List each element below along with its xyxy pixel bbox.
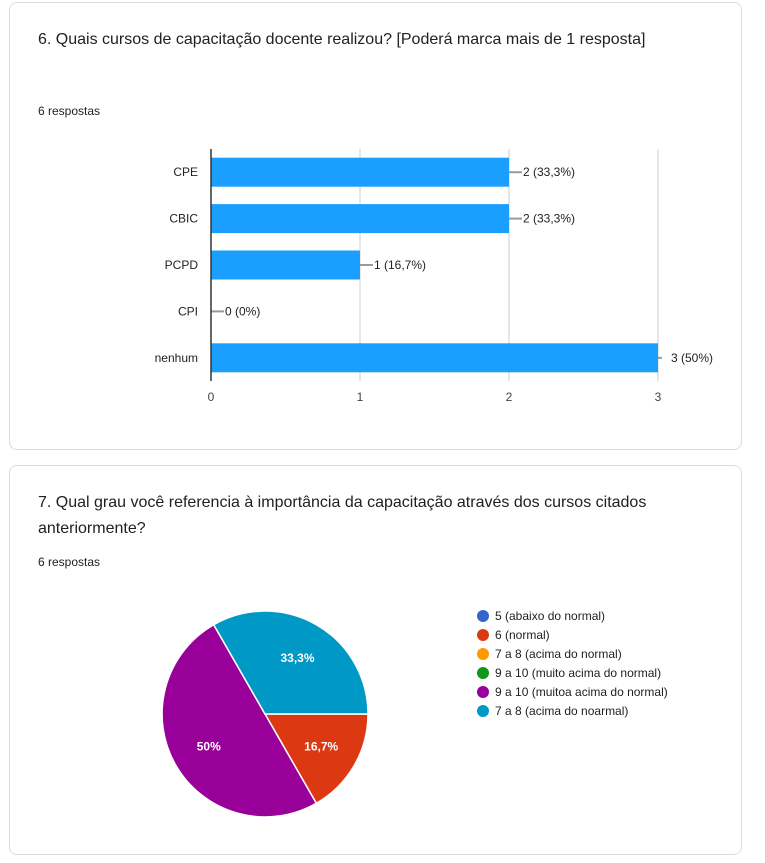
legend-item: 9 a 10 (muito acima do normal) xyxy=(477,666,717,680)
response-count: 6 respostas xyxy=(38,555,101,569)
response-count: 6 respostas xyxy=(38,104,101,118)
legend-item: 7 a 8 (acima do noarmal) xyxy=(477,704,717,718)
legend-swatch xyxy=(477,629,489,641)
pie-slice xyxy=(212,610,369,715)
question-card-7: 7. Qual grau você referencia à importânc… xyxy=(9,465,742,855)
legend-label: 9 a 10 (muito acima do normal) xyxy=(495,666,662,680)
legend-label: 7 a 8 (acima do normal) xyxy=(495,647,622,661)
x-tick-label: 0 xyxy=(208,390,215,404)
data-label: 0 (0%) xyxy=(225,304,260,318)
legend-item: 6 (normal) xyxy=(477,628,717,642)
data-label: 2 (33,3%) xyxy=(523,212,575,226)
category-label: nenhum xyxy=(155,351,198,365)
legend-swatch xyxy=(477,667,489,679)
pie-chart: 16,7% 50% 33,3% xyxy=(161,610,369,818)
legend-item: 5 (abaixo do normal) xyxy=(477,609,717,623)
x-tick-label: 3 xyxy=(655,390,662,404)
legend-label: 5 (abaixo do normal) xyxy=(495,609,606,623)
question-title: 6. Quais cursos de capacitação docente r… xyxy=(38,31,646,48)
category-label: CPI xyxy=(178,304,198,318)
pie-legend: 5 (abaixo do normal) 6 (normal) 7 a 8 (aci… xyxy=(477,609,717,723)
bar xyxy=(211,157,509,187)
data-label: 3 (50%) xyxy=(671,351,713,365)
legend-swatch xyxy=(477,648,489,660)
bar xyxy=(211,204,509,234)
legend-label: 9 a 10 (muitoa acima do normal) xyxy=(495,685,668,699)
category-label: CBIC xyxy=(169,212,198,226)
data-label: 1 (16,7%) xyxy=(374,258,426,272)
legend-item: 9 a 10 (muitoa acima do normal) xyxy=(477,685,717,699)
slice-label: 33,3% xyxy=(280,651,314,665)
bar xyxy=(211,343,658,373)
legend-item: 7 a 8 (acima do normal) xyxy=(477,647,717,661)
slice-label: 16,7% xyxy=(304,740,338,754)
legend-swatch xyxy=(477,610,489,622)
category-label: PCPD xyxy=(165,258,199,272)
slice-label: 50% xyxy=(197,739,221,753)
x-tick-label: 2 xyxy=(506,390,513,404)
legend-label: 7 a 8 (acima do noarmal) xyxy=(495,704,629,718)
pie-slice xyxy=(263,713,369,805)
bar xyxy=(211,250,360,280)
bar-chart: 0 1 2 3 CPE 2 (33,3%) CBIC 2 (33,3%) PCPD 1 (16,7… xyxy=(155,149,713,404)
legend-label: 6 (normal) xyxy=(495,628,550,642)
question-card-6: 6. Quais cursos de capacitação docente r… xyxy=(9,2,742,450)
legend-swatch xyxy=(477,686,489,698)
data-label: 2 (33,3%) xyxy=(523,165,575,179)
pie-slice xyxy=(161,623,318,818)
legend-swatch xyxy=(477,705,489,717)
question-title: 7. Qual grau você referencia à importânc… xyxy=(38,494,647,537)
x-tick-label: 1 xyxy=(357,390,364,404)
category-label: CPE xyxy=(173,165,198,179)
